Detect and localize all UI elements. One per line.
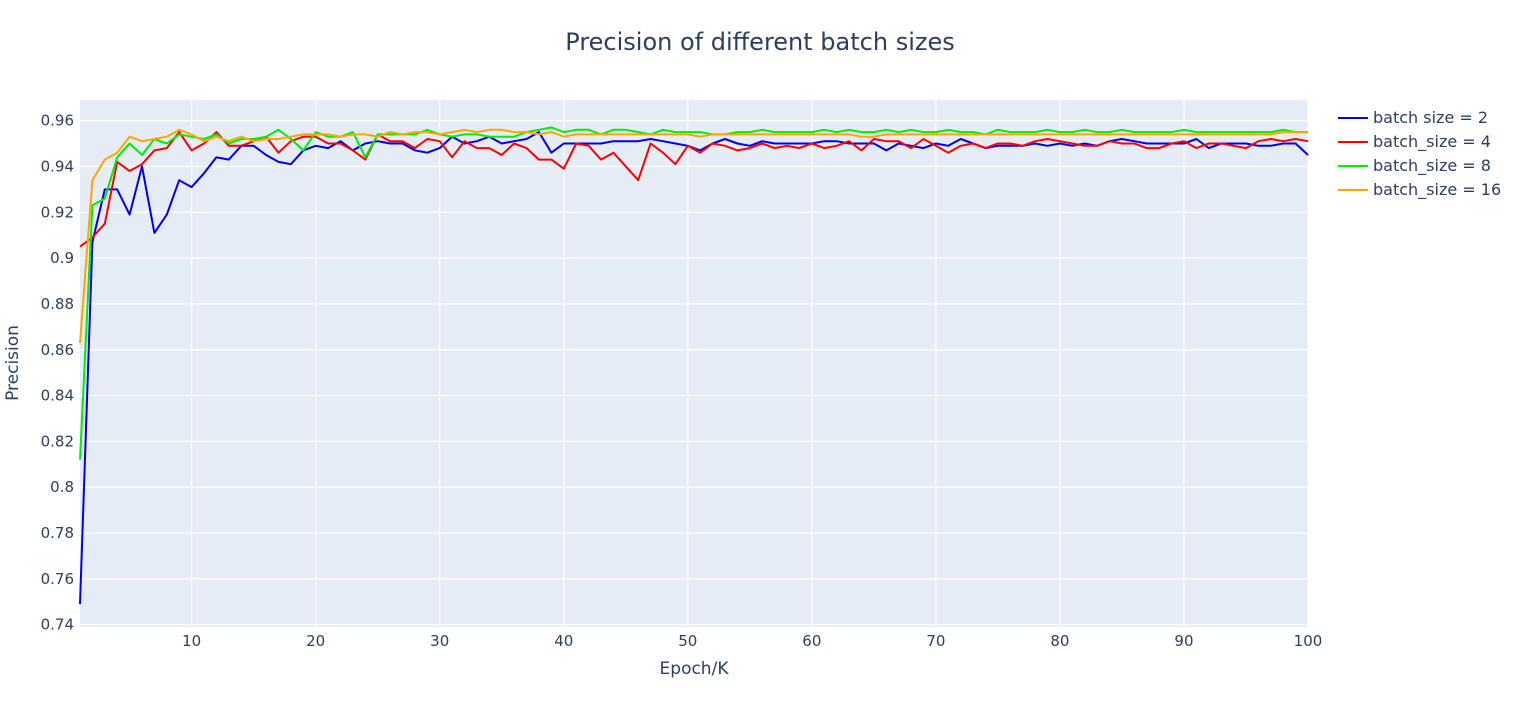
y-tick-label: 0.86 bbox=[41, 341, 74, 359]
series-line-2 bbox=[79, 131, 1309, 248]
y-tick-label: 0.76 bbox=[41, 570, 74, 588]
series-line-3 bbox=[79, 126, 1308, 460]
legend-label: batch size = 2 bbox=[1373, 108, 1488, 127]
x-tick-label: 50 bbox=[678, 632, 697, 650]
legend-item-3[interactable]: batch_size = 8 bbox=[1338, 156, 1491, 176]
y-tick-label: 0.78 bbox=[41, 524, 74, 542]
y-tick-label: 0.9 bbox=[50, 249, 74, 267]
y-tick-label: 0.74 bbox=[41, 616, 74, 634]
plot-area bbox=[80, 100, 1308, 627]
grid-lines bbox=[80, 100, 1309, 627]
series-line-4 bbox=[79, 128, 1308, 343]
x-tick-label: 40 bbox=[554, 632, 573, 650]
x-tick-label: 60 bbox=[802, 632, 821, 650]
x-axis-ticks: 10 20 30 40 50 60 70 80 90 100 bbox=[182, 632, 1322, 650]
x-tick-label: 100 bbox=[1294, 632, 1323, 650]
y-axis-ticks: 0.74 0.76 0.78 0.8 0.82 0.84 0.86 0.88 0.9 0.92 0.… bbox=[41, 112, 74, 634]
y-tick-label: 0.92 bbox=[41, 203, 74, 221]
legend-label: batch_size = 4 bbox=[1373, 132, 1491, 152]
legend-item-2[interactable]: batch_size = 4 bbox=[1338, 132, 1491, 152]
chart-title: Precision of different batch sizes bbox=[565, 28, 954, 56]
y-axis-title: Precision bbox=[3, 325, 23, 401]
x-tick-label: 30 bbox=[430, 632, 449, 650]
series-lines bbox=[79, 126, 1309, 605]
legend-label: batch_size = 16 bbox=[1373, 180, 1501, 200]
x-axis-title: Epoch/K bbox=[660, 659, 730, 679]
y-tick-label: 0.8 bbox=[50, 478, 74, 496]
y-tick-label: 0.88 bbox=[41, 295, 74, 313]
x-tick-label: 80 bbox=[1050, 632, 1069, 650]
x-tick-label: 20 bbox=[306, 632, 325, 650]
legend-label: batch_size = 8 bbox=[1373, 156, 1491, 176]
legend-item-1[interactable]: batch size = 2 bbox=[1338, 108, 1488, 127]
y-tick-label: 0.96 bbox=[41, 112, 74, 130]
x-tick-label: 90 bbox=[1174, 632, 1193, 650]
x-tick-label: 70 bbox=[926, 632, 945, 650]
y-tick-label: 0.84 bbox=[41, 387, 74, 405]
y-tick-label: 0.82 bbox=[41, 432, 74, 450]
legend[interactable]: batch size = 2 batch_size = 4 batch_size =… bbox=[1338, 108, 1501, 200]
x-tick-label: 10 bbox=[182, 632, 201, 650]
legend-item-4[interactable]: batch_size = 16 bbox=[1338, 180, 1501, 200]
y-tick-label: 0.94 bbox=[41, 157, 74, 175]
